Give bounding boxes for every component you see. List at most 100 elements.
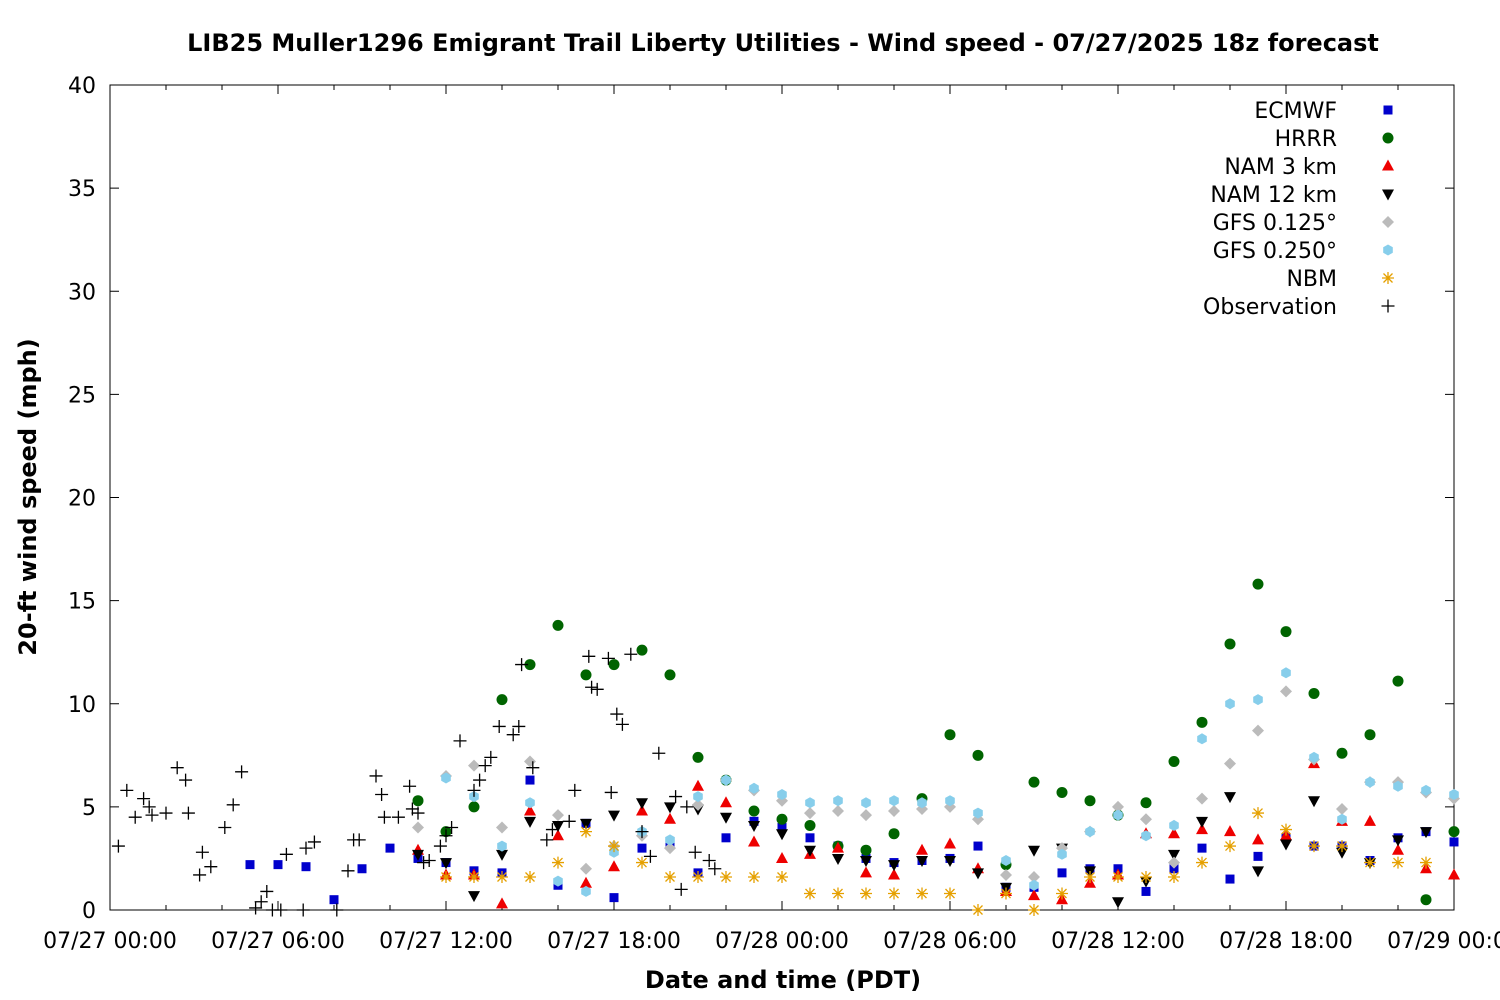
data-point [1168,756,1180,767]
data-point [467,783,481,797]
data-point [1336,802,1348,815]
data-point [972,868,984,880]
data-point [218,821,232,834]
data-point [832,887,844,900]
data-point [777,789,787,800]
data-point [665,834,675,846]
data-point [624,647,638,661]
y-tick-label: 25 [68,383,96,408]
y-tick-label: 10 [68,693,96,718]
data-point [1225,698,1235,710]
data-point [1309,751,1319,763]
data-point [273,860,283,870]
data-point [1365,776,1375,788]
y-tick-label: 20 [68,487,96,512]
data-point [296,903,310,917]
data-point [1280,626,1292,638]
data-point [369,769,383,783]
data-point [777,823,787,832]
data-point [453,734,467,748]
data-point [748,835,760,847]
data-point [1224,638,1236,650]
data-point [1000,868,1012,881]
data-point [553,875,563,887]
data-point [601,651,615,665]
legend-label: Observation [1203,295,1337,320]
data-point [888,828,900,840]
data-point [1168,849,1180,861]
data-point [916,856,928,867]
data-point [301,862,311,872]
data-point [1196,816,1208,828]
data-point [1253,851,1263,861]
legend-label: NAM 3 km [1224,155,1337,180]
data-point [1253,694,1263,706]
data-point [1112,897,1124,909]
data-point [1364,729,1376,741]
series-nam-3-km [412,757,1460,909]
data-point [515,658,529,672]
data-point [832,853,844,865]
series-gfs-0-250- [441,667,1459,897]
data-point [581,885,591,897]
data-point [1168,827,1180,839]
data-point [1421,784,1431,796]
data-point [860,887,872,900]
data-point [776,829,788,841]
series-nbm [440,807,1432,916]
data-point [1141,830,1151,842]
data-point [478,759,492,773]
x-tick-label: 07/28 06:00 [883,929,1017,954]
y-axis-label: 20-ft wind speed (mph) [14,338,42,655]
data-point [664,812,676,824]
data-point [1392,835,1404,847]
data-point [776,851,788,863]
data-point [524,816,536,828]
data-point [888,860,900,872]
data-point [608,810,620,822]
data-point [1308,687,1320,699]
data-point [615,717,629,731]
x-tick-label: 07/27 18:00 [547,929,681,954]
data-point [245,860,255,870]
data-point [307,835,321,849]
data-point [552,809,564,822]
data-point [669,790,683,804]
data-point [226,798,240,812]
data-point [652,746,666,760]
data-point [805,833,815,843]
data-point [804,887,816,900]
data-point [720,796,732,808]
y-tick-label: 5 [82,796,96,821]
legend-marker [1382,159,1394,171]
legend: ECMWF HRRR NAM 3 km NAM 12 km GFS 0.125° GFS … [1203,99,1395,320]
data-point [1252,866,1264,878]
data-point [422,854,436,867]
data-point [1392,856,1404,869]
data-point [1336,747,1348,759]
data-point [1168,856,1180,869]
data-point [1112,871,1124,883]
data-point [582,649,596,663]
data-point [526,761,540,775]
data-point [637,843,647,853]
legend-label: GFS 0.250° [1213,239,1337,264]
data-point [1197,843,1207,853]
data-point [721,833,731,843]
data-point [636,644,648,656]
data-point [1252,807,1264,820]
data-point [1420,827,1432,839]
data-point [1141,886,1151,896]
data-point [888,868,900,880]
data-point [496,821,508,834]
data-point [235,765,249,779]
data-point [568,783,582,797]
data-point [120,783,134,797]
data-point [193,868,207,882]
data-point [635,825,649,839]
data-point [1420,894,1432,906]
data-point [377,810,391,824]
data-point [608,860,620,872]
data-point [680,800,694,814]
